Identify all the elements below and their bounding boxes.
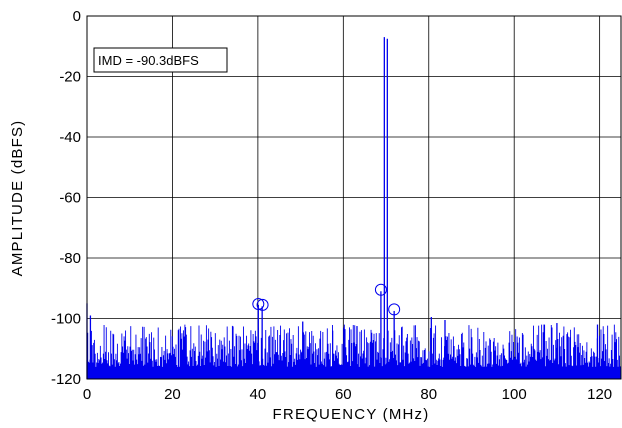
imd-marker bbox=[374, 283, 387, 296]
spectrum-series bbox=[86, 37, 622, 379]
x-axis-title: FREQUENCY (MHz) bbox=[273, 406, 430, 423]
y-axis-title: AMPLITUDE (dBFS) bbox=[9, 120, 26, 277]
y-tick-label: 0 bbox=[73, 8, 81, 25]
x-tick-label: 40 bbox=[250, 386, 267, 403]
annotation-text: IMD = -90.3dBFS bbox=[98, 53, 199, 68]
y-tick-label: -120 bbox=[51, 371, 81, 388]
y-tick-label: -100 bbox=[51, 311, 81, 328]
y-tick-label: -60 bbox=[59, 190, 81, 207]
y-tick-label: -40 bbox=[59, 129, 81, 146]
y-tick-label: -20 bbox=[59, 69, 81, 86]
y-axis-ticks: 0 -20 -40 -60 -80 -100 -120 bbox=[51, 8, 81, 388]
x-tick-label: 60 bbox=[335, 386, 352, 403]
annotation-box bbox=[93, 47, 228, 73]
x-tick-label: 120 bbox=[587, 386, 612, 403]
x-tick-label: 100 bbox=[502, 386, 527, 403]
imd-marker bbox=[252, 297, 265, 310]
plot-frame bbox=[86, 15, 622, 380]
imd-marker bbox=[256, 298, 269, 311]
x-tick-label: 20 bbox=[164, 386, 181, 403]
imd-annotation: IMD = -90.3dBFS bbox=[93, 47, 228, 73]
imd-marker bbox=[388, 303, 401, 316]
imd-markers bbox=[252, 283, 401, 316]
y-tick-label: -80 bbox=[59, 250, 81, 267]
x-tick-label: 0 bbox=[83, 386, 91, 403]
x-axis-ticks: 0 20 40 60 80 100 120 bbox=[83, 386, 612, 403]
noise-floor-bins bbox=[86, 324, 622, 379]
x-tick-label: 80 bbox=[420, 386, 437, 403]
